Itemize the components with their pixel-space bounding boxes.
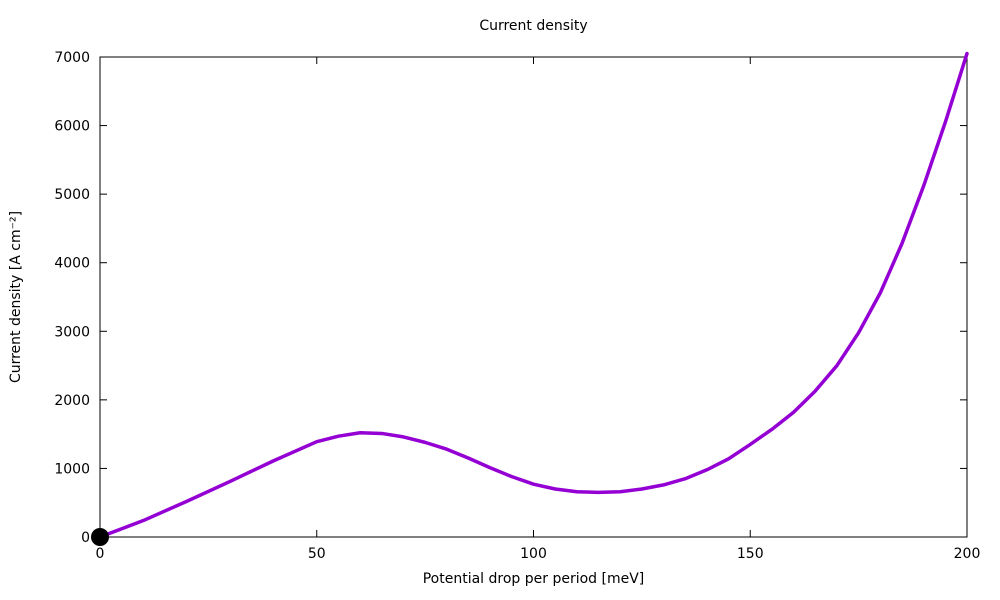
x-tick-label: 50 xyxy=(308,546,326,562)
x-tick-label: 0 xyxy=(96,546,105,562)
x-tick-label: 100 xyxy=(520,546,547,562)
x-tick-label: 200 xyxy=(954,546,981,562)
x-tick-label: 150 xyxy=(737,546,764,562)
origin-marker xyxy=(91,528,109,546)
y-tick-label: 5000 xyxy=(54,187,90,203)
y-tick-label: 3000 xyxy=(54,324,90,340)
y-tick-label: 2000 xyxy=(54,393,90,409)
y-axis-label: Current density [A cm⁻²] xyxy=(8,210,24,384)
y-tick-label: 1000 xyxy=(54,461,90,477)
y-tick-label: 0 xyxy=(81,530,90,546)
y-tick-label: 7000 xyxy=(54,50,90,66)
x-axis-label: Potential drop per period [meV] xyxy=(422,571,645,587)
data-line xyxy=(98,51,969,539)
y-tick-label: 4000 xyxy=(54,256,90,272)
plot-border xyxy=(99,56,968,538)
chart-title: Current density xyxy=(479,18,588,34)
y-tick-label: 6000 xyxy=(54,119,90,135)
